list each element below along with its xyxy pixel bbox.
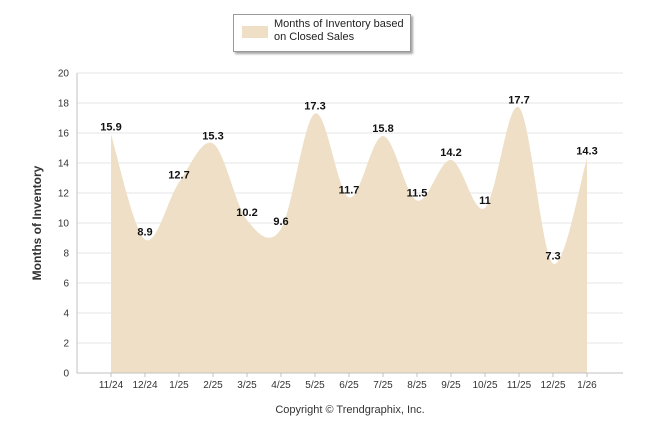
x-tick-label: 4/25 [271,380,291,391]
y-tick-label: 4 [63,309,69,320]
data-label: 10.2 [236,207,257,219]
legend-label: Months of Inventory based on Closed Sale… [274,18,404,43]
data-label: 17.3 [304,101,325,113]
data-label: 15.9 [100,122,121,134]
series-area-shape [111,106,587,374]
x-tick-label: 5/25 [305,380,325,391]
data-label: 11 [479,195,491,207]
y-tick-label: 8 [63,249,69,260]
data-label: 14.3 [576,146,597,158]
legend-swatch [242,26,268,38]
series-area [111,106,587,374]
data-label: 14.2 [440,147,461,159]
x-tick-label: 3/25 [237,380,257,391]
x-tick-label: 8/25 [407,380,427,391]
data-label: 7.3 [545,251,560,263]
y-tick-label: 6 [63,279,69,290]
data-label: 15.8 [372,123,393,135]
x-tick-label: 6/25 [339,380,359,391]
data-label: 11.5 [407,188,428,200]
x-tick-label: 9/25 [441,380,461,391]
data-label: 15.3 [202,131,223,143]
y-tick-label: 12 [58,189,70,200]
y-tick-label: 20 [58,69,70,80]
x-tick-label: 12/25 [540,380,565,391]
y-tick-label: 0 [63,369,69,380]
y-tick-label: 18 [58,99,70,110]
x-tick-label: 1/26 [577,380,597,391]
data-label: 8.9 [137,227,152,239]
x-tick-label: 12/24 [132,380,157,391]
x-tick-labels: 11/24 12/24 1/25 2/25 3/25 4/25 5/25 6/25 7/25 8/… [99,380,597,391]
legend: Months of Inventory based on Closed Sale… [233,14,411,52]
y-tick-label: 2 [63,339,69,350]
x-tick-label: 11/25 [507,380,532,391]
y-tick-label: 10 [58,219,70,230]
data-label: 11.7 [339,185,360,197]
y-tick-label: 16 [58,129,70,140]
x-tick-label: 2/25 [203,380,223,391]
y-tick-labels: 0 2 4 6 8 10 12 14 16 18 20 [58,69,70,380]
data-label: 17.7 [508,95,529,107]
axes [76,73,623,377]
x-tick-label: 10/25 [472,380,497,391]
data-label: 12.7 [168,170,189,182]
data-labels: 15.9 8.9 12.7 15.3 10.2 9.6 17.3 11.7 15.8 11.5 14… [100,95,597,263]
y-tick-label: 14 [58,159,70,170]
copyright-footer: Copyright © Trendgraphix, Inc. [275,404,424,416]
x-tick-label: 1/25 [169,380,189,391]
x-tick-label: 11/24 [99,380,124,391]
y-axis-title: Months of Inventory [30,165,44,280]
x-tick-label: 7/25 [373,380,393,391]
data-label: 9.6 [273,216,288,228]
